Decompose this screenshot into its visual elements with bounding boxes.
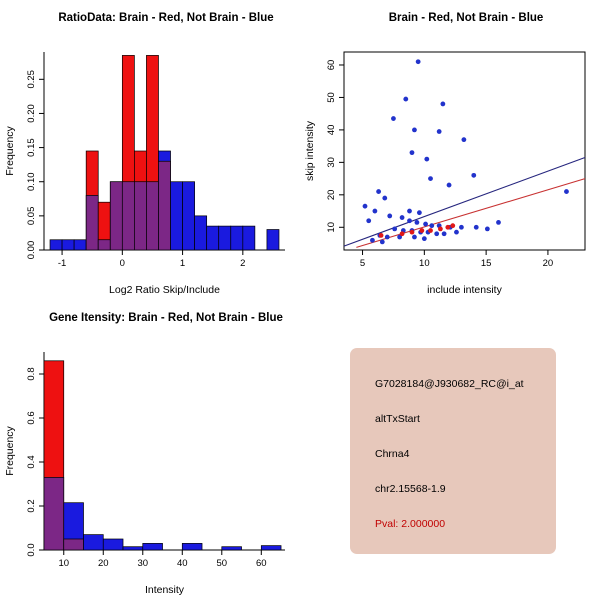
- ratio-histogram-title: RatioData: Brain - Red, Not Brain - Blue: [58, 12, 274, 24]
- svg-text:15: 15: [481, 258, 492, 269]
- svg-text:Intensity: Intensity: [145, 584, 185, 596]
- histogram-bars: [43, 360, 282, 551]
- panel-ratio-histogram: RatioData: Brain - Red, Not Brain - Blue…: [0, 0, 300, 300]
- svg-text:0.05: 0.05: [26, 207, 37, 226]
- axes: 5 10 15 20 10 20 30 40 50 60 include intensity skip…: [304, 51, 586, 296]
- svg-text:0.00: 0.00: [26, 241, 37, 260]
- svg-text:40: 40: [177, 558, 188, 569]
- svg-text:10: 10: [58, 558, 69, 569]
- svg-text:30: 30: [137, 558, 148, 569]
- svg-text:50: 50: [216, 558, 227, 569]
- panel-intensity-scatter: Brain - Red, Not Brain - Blue 5 10 15 20 10 2…: [300, 0, 600, 300]
- svg-text:include intensity: include intensity: [427, 284, 502, 296]
- panel-gene-info: G7028184@J930682_RC@i_at altTxStart Chrn…: [300, 300, 600, 600]
- svg-text:2: 2: [240, 258, 245, 269]
- svg-text:60: 60: [256, 558, 267, 569]
- svg-text:Frequency: Frequency: [4, 425, 16, 475]
- svg-text:10: 10: [326, 222, 337, 233]
- svg-text:0.20: 0.20: [26, 104, 37, 123]
- svg-text:20: 20: [98, 558, 109, 569]
- svg-text:-1: -1: [58, 258, 66, 269]
- histogram-bars: [49, 55, 280, 251]
- brain-points: [378, 223, 456, 238]
- svg-text:50: 50: [326, 92, 337, 103]
- panel-gene-intensity-histogram: Gene Itensity: Brain - Red, Not Brain - …: [0, 300, 300, 600]
- pval-text: Pval: 2.000000: [375, 518, 446, 530]
- not-brain-points: [362, 59, 569, 245]
- svg-text:0: 0: [120, 258, 125, 269]
- svg-text:60: 60: [326, 60, 337, 71]
- svg-text:1: 1: [180, 258, 185, 269]
- gene-symbol-text: Chrna4: [375, 448, 410, 460]
- axes: 10 20 30 40 50 60 0.0 0.2 0.4 0.6 0.8 Intensity Freq…: [4, 352, 285, 596]
- svg-text:40: 40: [326, 125, 337, 136]
- gene-intensity-histogram-plot: 10 20 30 40 50 60 0.0 0.2 0.4 0.6 0.8 Intensity Freq…: [4, 352, 285, 596]
- probe-id-text: G7028184@J930682_RC@i_at: [375, 378, 524, 390]
- svg-text:Frequency: Frequency: [4, 125, 16, 175]
- genomic-location-text: chr2.15568-1.9: [375, 483, 446, 495]
- svg-text:0.6: 0.6: [26, 411, 37, 424]
- regression-lines: [343, 156, 586, 248]
- svg-text:20: 20: [326, 190, 337, 201]
- intensity-scatter-plot: 5 10 15 20 10 20 30 40 50 60 include intensity skip…: [304, 51, 586, 296]
- axes: -1 0 1 2 0.00 0.05 0.10 0.15 0.20 0.25 Log2 Ratio …: [4, 52, 285, 296]
- svg-text:Log2 Ratio Skip/Include: Log2 Ratio Skip/Include: [109, 284, 220, 296]
- svg-text:0.4: 0.4: [26, 455, 37, 468]
- gene-info-box: G7028184@J930682_RC@i_at altTxStart Chrn…: [350, 348, 556, 554]
- svg-text:0.10: 0.10: [26, 172, 37, 191]
- svg-text:0.8: 0.8: [26, 367, 37, 380]
- scatter-title: Brain - Red, Not Brain - Blue: [388, 12, 544, 24]
- svg-text:20: 20: [543, 258, 554, 269]
- svg-text:skip intensity: skip intensity: [304, 120, 316, 181]
- gene-histogram-title: Gene Itensity: Brain - Red, Not Brain - …: [49, 312, 283, 324]
- ratio-histogram-plot: -1 0 1 2 0.00 0.05 0.10 0.15 0.20 0.25 Log2 Ratio …: [4, 52, 285, 296]
- svg-text:0.2: 0.2: [26, 499, 37, 512]
- svg-text:0.0: 0.0: [26, 543, 37, 556]
- svg-text:30: 30: [326, 157, 337, 168]
- svg-text:5: 5: [360, 258, 365, 269]
- svg-text:0.15: 0.15: [26, 138, 37, 157]
- event-type-text: altTxStart: [375, 413, 420, 425]
- svg-text:0.25: 0.25: [26, 70, 37, 89]
- svg-text:10: 10: [419, 258, 430, 269]
